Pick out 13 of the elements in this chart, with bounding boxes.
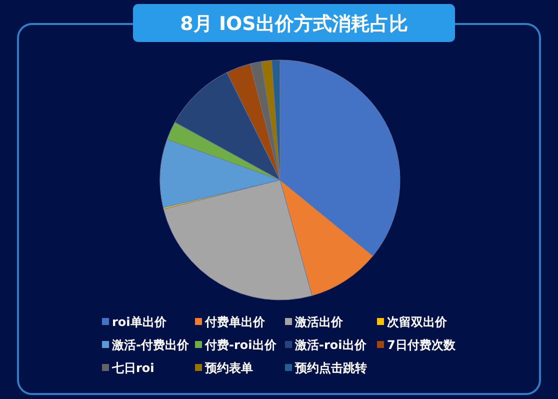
chart-title: 8月 IOS出价方式消耗占比 [180, 13, 408, 35]
legend-label: 付费-roi出价 [204, 338, 278, 352]
legend-label: 激活-付费出价 [111, 338, 190, 352]
legend-label: roi单出价 [112, 315, 168, 329]
legend-label: 付费单出价 [204, 315, 266, 329]
legend-label: 激活出价 [294, 315, 344, 329]
legend-label: 预约表单 [204, 361, 253, 375]
title: 8月 IOS出价方式消耗占比 [133, 4, 455, 42]
legend-label: 7日付费次数 [387, 338, 456, 352]
legend-label: 次留双出价 [387, 315, 448, 329]
legend-label: 七日roi [111, 361, 154, 375]
legend-label: 激活-roi出价 [294, 338, 368, 352]
legend-label: 预约点击跳转 [294, 361, 367, 375]
